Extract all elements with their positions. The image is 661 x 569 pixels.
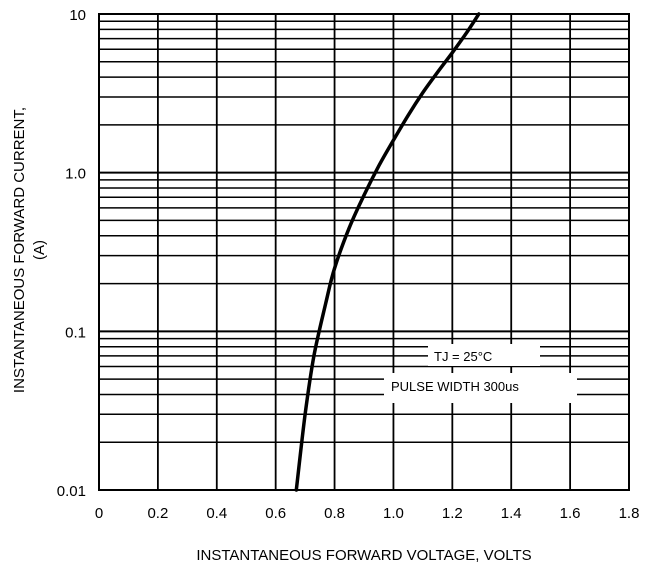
x-tick-label: 0.8 <box>324 505 345 522</box>
y-axis-title-line2: (A) <box>31 240 48 260</box>
x-tick-label: 0.2 <box>147 505 168 522</box>
x-tick-label: 0.4 <box>206 505 227 522</box>
y-tick-label: 1.0 <box>65 166 86 183</box>
x-tick-label: 0 <box>95 505 103 522</box>
vertical-gridlines <box>156 14 572 490</box>
y-tick-label: 0.01 <box>57 483 86 500</box>
plot-frame <box>98 13 630 491</box>
x-tick-label: 1.2 <box>442 505 463 522</box>
x-tick-label: 1.4 <box>501 505 522 522</box>
y-tick-label: 10 <box>69 7 86 24</box>
y-tick-label: 0.1 <box>65 324 86 341</box>
x-axis-title: INSTANTANEOUS FORWARD VOLTAGE, VOLTS <box>196 547 531 564</box>
annotation-temperature: TJ = 25°C <box>434 349 492 364</box>
y-axis-title-line1: INSTANTANEOUS FORWARD CURRENT, <box>11 107 28 393</box>
series-line <box>294 12 481 492</box>
x-tick-label: 1.0 <box>383 505 404 522</box>
annotation-background-temp <box>428 344 540 366</box>
annotation-background-pulse <box>384 373 577 403</box>
annotation-pulse-width: PULSE WIDTH 300us <box>391 379 519 394</box>
y-tick-labels: 0.01 0.1 1.0 10 <box>57 7 86 500</box>
x-tick-label: 0.6 <box>265 505 286 522</box>
x-tick-labels: 0 0.2 0.4 0.6 0.8 1.0 1.2 1.4 1.6 1.8 <box>95 505 640 522</box>
x-tick-label: 1.6 <box>560 505 581 522</box>
x-tick-label: 1.8 <box>619 505 640 522</box>
horizontal-gridlines <box>99 20 629 443</box>
